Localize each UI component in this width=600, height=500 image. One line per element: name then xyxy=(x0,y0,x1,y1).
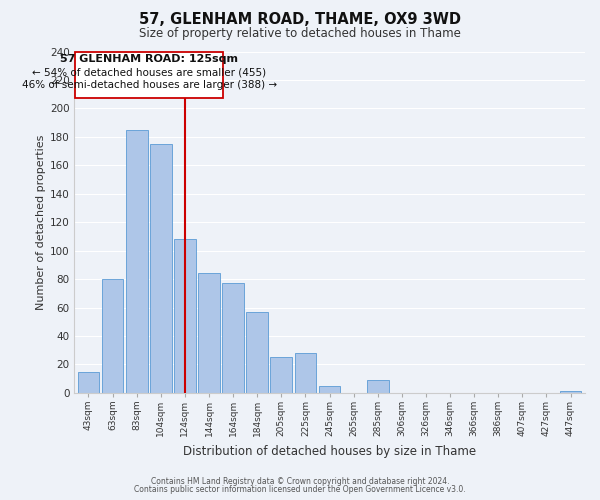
Bar xyxy=(560,392,581,393)
X-axis label: Distribution of detached houses by size in Thame: Distribution of detached houses by size … xyxy=(183,444,476,458)
Bar xyxy=(198,274,220,393)
Text: 46% of semi-detached houses are larger (388) →: 46% of semi-detached houses are larger (… xyxy=(22,80,277,90)
Bar xyxy=(247,312,268,393)
Text: ← 54% of detached houses are smaller (455): ← 54% of detached houses are smaller (45… xyxy=(32,67,266,77)
Bar xyxy=(295,353,316,393)
Text: 57, GLENHAM ROAD, THAME, OX9 3WD: 57, GLENHAM ROAD, THAME, OX9 3WD xyxy=(139,12,461,28)
Bar xyxy=(126,130,148,393)
Bar xyxy=(174,239,196,393)
Bar xyxy=(77,372,100,393)
Bar xyxy=(271,358,292,393)
Bar xyxy=(102,279,124,393)
Bar xyxy=(222,284,244,393)
Text: Contains public sector information licensed under the Open Government Licence v3: Contains public sector information licen… xyxy=(134,485,466,494)
Bar xyxy=(367,380,389,393)
Bar xyxy=(319,386,340,393)
Text: Size of property relative to detached houses in Thame: Size of property relative to detached ho… xyxy=(139,28,461,40)
Text: 57 GLENHAM ROAD: 125sqm: 57 GLENHAM ROAD: 125sqm xyxy=(61,54,238,64)
Text: Contains HM Land Registry data © Crown copyright and database right 2024.: Contains HM Land Registry data © Crown c… xyxy=(151,477,449,486)
FancyBboxPatch shape xyxy=(75,52,223,98)
Y-axis label: Number of detached properties: Number of detached properties xyxy=(36,134,46,310)
Bar xyxy=(150,144,172,393)
